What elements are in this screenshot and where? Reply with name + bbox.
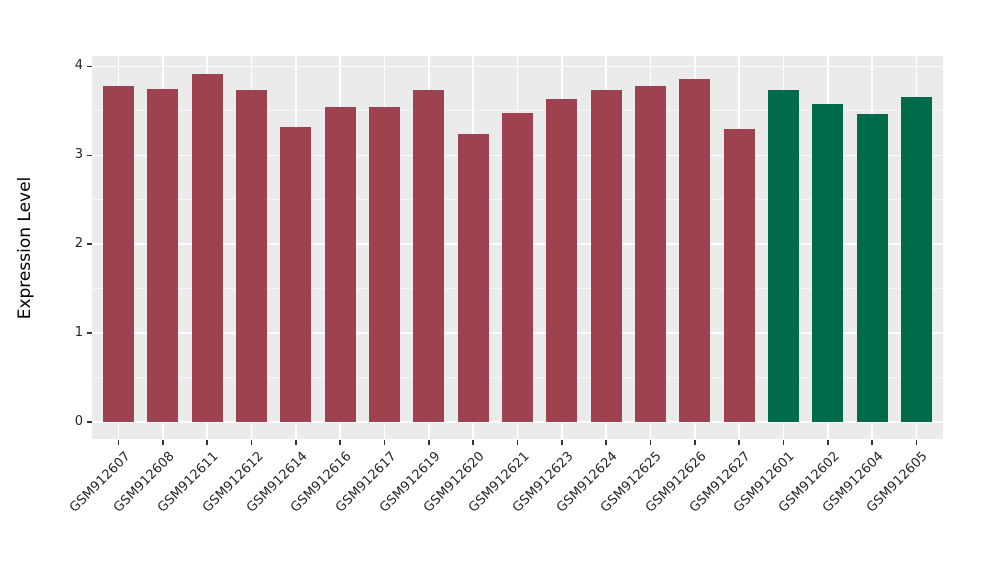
x-tick-mark [428,440,430,445]
bar-GSM912602 [812,103,844,422]
bar-GSM912619 [413,89,445,423]
bar-GSM912601 [767,90,799,422]
bar-GSM912624 [590,90,622,422]
x-tick-mark [206,440,208,445]
y-tick-mark [87,421,92,423]
bar-GSM912621 [502,112,533,422]
x-tick-mark [694,440,696,445]
y-tick-mark [87,332,92,334]
x-tick-mark [827,440,829,445]
y-tick-label: 2 [74,236,83,252]
bar-GSM912620 [457,133,489,423]
y-tick-mark [87,243,92,245]
y-tick-mark [87,154,92,157]
x-tick-mark [915,440,918,445]
x-tick-mark [250,440,253,445]
x-tick-mark [472,440,474,445]
y-tick-label: 3 [74,147,83,163]
y-tick-label: 1 [74,325,83,341]
bar-GSM912623 [546,99,578,422]
x-tick-mark [649,440,652,445]
bar-GSM912612 [236,89,268,423]
x-tick-mark [295,440,297,445]
bar-GSM912614 [280,126,312,422]
x-tick-mark [782,440,785,445]
bar-GSM912616 [324,107,356,423]
bar-GSM912627 [723,128,755,422]
bar-GSM912617 [369,107,401,423]
x-tick-mark [561,440,563,445]
x-tick-mark [117,440,120,445]
plot-panel [92,56,943,439]
x-tick-mark [162,440,164,445]
x-tick-mark [383,440,386,445]
bar-GSM912604 [856,113,888,422]
bar-GSM912605 [900,96,932,422]
bar-GSM912626 [679,78,711,422]
bar-GSM912608 [147,88,179,423]
x-tick-mark [871,440,873,445]
x-tick-mark [605,440,607,445]
y-tick-mark [87,65,92,68]
bar-GSM912611 [191,73,223,422]
y-tick-label: 4 [74,58,83,74]
y-axis-title: Expression Level [15,176,35,319]
bar-GSM912625 [634,85,666,422]
bar-GSM912607 [103,85,135,422]
y-tick-label: 0 [74,414,83,430]
x-tick-mark [339,440,341,445]
x-tick-mark [516,440,519,445]
x-tick-mark [738,440,740,445]
